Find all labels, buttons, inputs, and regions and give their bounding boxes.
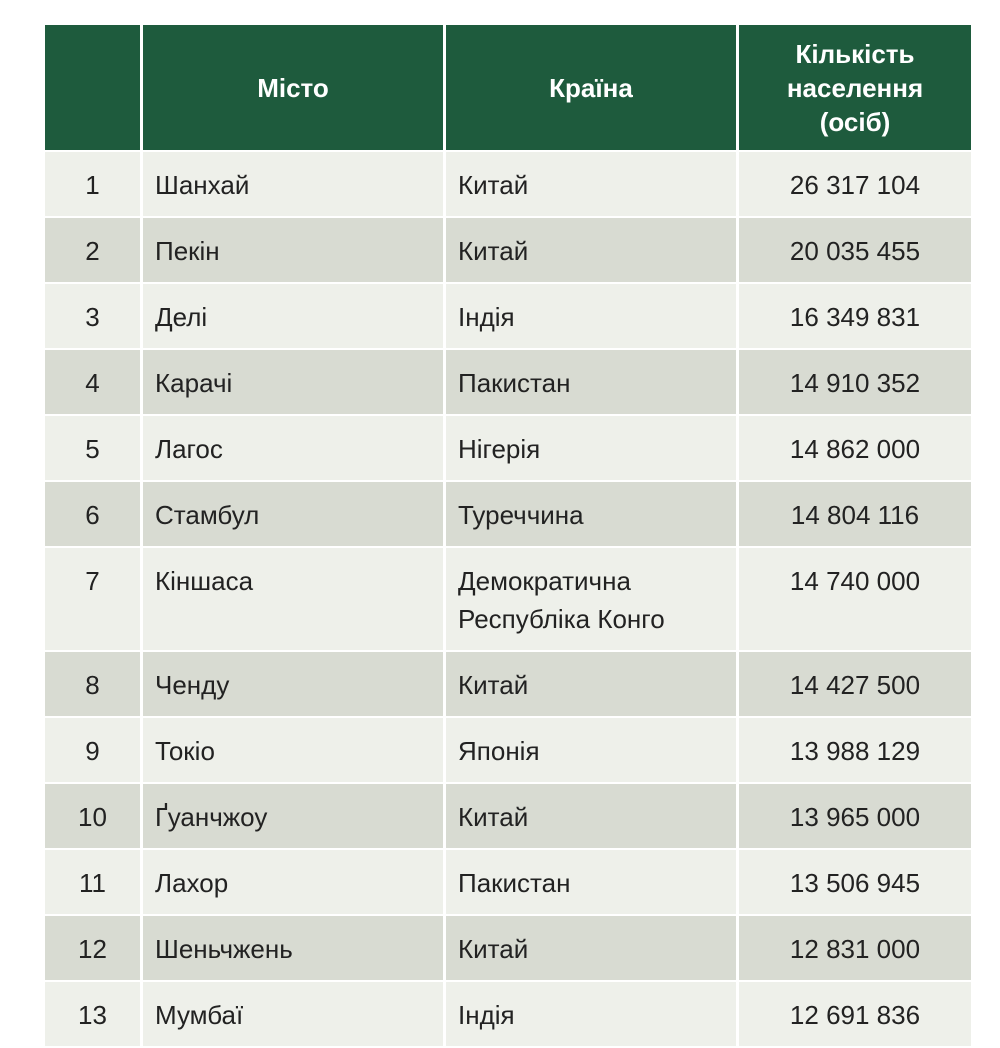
rank-cell: 9 — [45, 718, 140, 782]
rank-cell: 6 — [45, 482, 140, 546]
population-cell: 20 035 455 — [739, 218, 971, 282]
country-cell: Китай — [446, 652, 736, 716]
rank-cell: 13 — [45, 982, 140, 1046]
table-row: 10 Ґуанчжоу Китай 13 965 000 — [45, 784, 971, 848]
rank-cell: 7 — [45, 548, 140, 650]
city-cell: Шеньчжень — [143, 916, 443, 980]
header-cell — [45, 25, 140, 150]
population-cell: 12 691 836 — [739, 982, 971, 1046]
city-cell: Ґуанчжоу — [143, 784, 443, 848]
population-cell: 14 862 000 — [739, 416, 971, 480]
country-cell: Китай — [446, 784, 736, 848]
city-cell: Стамбул — [143, 482, 443, 546]
header-cell: Країна — [446, 25, 736, 150]
city-cell: Токіо — [143, 718, 443, 782]
city-cell: Кіншаса — [143, 548, 443, 650]
country-cell: Китай — [446, 152, 736, 216]
city-cell: Делі — [143, 284, 443, 348]
city-cell: Пекін — [143, 218, 443, 282]
country-cell: Індія — [446, 982, 736, 1046]
country-cell: Пакистан — [446, 350, 736, 414]
table-row: 1 Шанхай Китай 26 317 104 — [45, 152, 971, 216]
header-cell: Кількість населення (осіб) — [739, 25, 971, 150]
country-cell: Китай — [446, 218, 736, 282]
rank-cell: 5 — [45, 416, 140, 480]
header-cell: Місто — [143, 25, 443, 150]
population-cell: 14 804 116 — [739, 482, 971, 546]
table-row: 4 Карачі Пакистан 14 910 352 — [45, 350, 971, 414]
rank-cell: 12 — [45, 916, 140, 980]
table-row: 7 Кіншаса Демократична Республіка Конго 14 … — [45, 548, 971, 650]
city-cell: Шанхай — [143, 152, 443, 216]
population-cell: 14 740 000 — [739, 548, 971, 650]
city-cell: Карачі — [143, 350, 443, 414]
city-cell: Лахор — [143, 850, 443, 914]
rank-cell: 3 — [45, 284, 140, 348]
country-cell: Індія — [446, 284, 736, 348]
table-row: 12 Шеньчжень Китай 12 831 000 — [45, 916, 971, 980]
header-row: Місто Країна Кількість населення (осіб) — [45, 25, 971, 150]
rank-cell: 11 — [45, 850, 140, 914]
population-cell: 13 988 129 — [739, 718, 971, 782]
population-cell: 14 910 352 — [739, 350, 971, 414]
table-row: 11 Лахор Пакистан 13 506 945 — [45, 850, 971, 914]
table-row: 8 Ченду Китай 14 427 500 — [45, 652, 971, 716]
table-body: 1 Шанхай Китай 26 317 104 2 Пекін Китай 20 035 … — [45, 152, 971, 1046]
city-cell: Ченду — [143, 652, 443, 716]
table-row: 9 Токіо Японія 13 988 129 — [45, 718, 971, 782]
table-row: 5 Лагос Нігерія 14 862 000 — [45, 416, 971, 480]
population-cell: 14 427 500 — [739, 652, 971, 716]
city-cell: Лагос — [143, 416, 443, 480]
city-cell: Мумбаї — [143, 982, 443, 1046]
table-row: 3 Делі Індія 16 349 831 — [45, 284, 971, 348]
rank-cell: 2 — [45, 218, 140, 282]
population-cell: 13 965 000 — [739, 784, 971, 848]
population-cell: 12 831 000 — [739, 916, 971, 980]
population-cell: 26 317 104 — [739, 152, 971, 216]
rank-cell: 4 — [45, 350, 140, 414]
rank-cell: 10 — [45, 784, 140, 848]
country-cell: Демократична Республіка Конго — [446, 548, 736, 650]
table-row: 6 Стамбул Туреччина 14 804 116 — [45, 482, 971, 546]
country-cell: Пакистан — [446, 850, 736, 914]
country-cell: Нігерія — [446, 416, 736, 480]
population-cell: 13 506 945 — [739, 850, 971, 914]
rank-cell: 1 — [45, 152, 140, 216]
table-row: 13 Мумбаї Індія 12 691 836 — [45, 982, 971, 1046]
population-cell: 16 349 831 — [739, 284, 971, 348]
country-cell: Туреччина — [446, 482, 736, 546]
country-cell: Китай — [446, 916, 736, 980]
rank-cell: 8 — [45, 652, 140, 716]
table-row: 2 Пекін Китай 20 035 455 — [45, 218, 971, 282]
country-cell: Японія — [446, 718, 736, 782]
